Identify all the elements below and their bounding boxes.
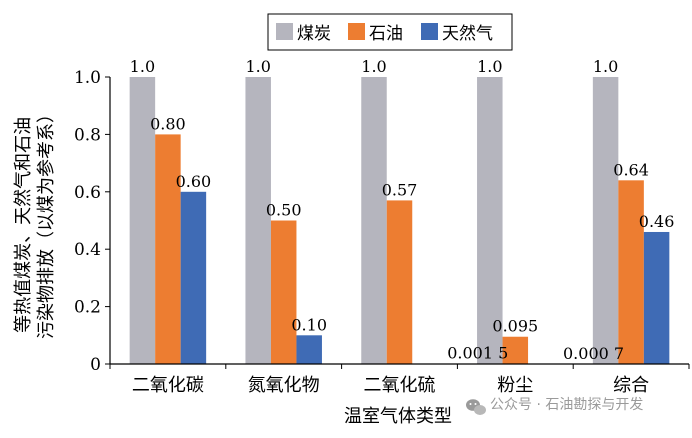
watermark-text: 公众号 · 石油勘探与开发 xyxy=(490,397,643,413)
data-labels: 1.0 0.80 0.60 1.0 0.50 0.10 1.0 0.57 0.001 5 1.0 0… xyxy=(130,57,675,363)
x-tick-label: 二氧化碳 xyxy=(132,375,204,396)
y-axis-title-line-2: 污染物排放（以煤为参考系） xyxy=(36,105,57,339)
data-label: 0.50 xyxy=(266,201,302,220)
data-label: 0.46 xyxy=(639,212,675,231)
x-tick-label: 综合 xyxy=(613,375,649,396)
data-label: 0.000 7 xyxy=(563,344,624,363)
y-axis-title-line-1: 等热值煤炭、天然气和石油 xyxy=(13,117,34,333)
bar xyxy=(155,134,181,364)
legend-frame xyxy=(267,13,513,51)
bar xyxy=(129,77,156,364)
bar xyxy=(361,77,387,364)
bars xyxy=(129,77,670,364)
x-tick-label: 氮氧化物 xyxy=(248,375,320,396)
y-axis-title: 等热值煤炭、天然气和石油 污染物排放（以煤为参考系） xyxy=(13,105,57,339)
bar xyxy=(502,336,529,364)
data-label: 1.0 xyxy=(477,57,502,76)
y-tick-label: 1.0 xyxy=(74,68,101,88)
legend-swatch xyxy=(348,23,365,40)
legend-label: 石油 xyxy=(369,24,403,44)
data-label: 0.64 xyxy=(613,160,649,179)
data-label: 0.80 xyxy=(150,114,186,133)
watermark: 公众号 · 石油勘探与开发 xyxy=(466,397,643,415)
bar xyxy=(296,335,322,364)
bar xyxy=(592,77,619,364)
data-label: 1.0 xyxy=(361,57,386,76)
legend: 煤炭 石油 天然气 xyxy=(267,13,513,51)
bar xyxy=(270,220,297,364)
y-tick-label: 0 xyxy=(90,355,101,375)
y-tick-label: 0.4 xyxy=(74,240,101,260)
data-label: 1.0 xyxy=(593,57,618,76)
data-label: 0.095 xyxy=(492,317,538,336)
data-label: 0.60 xyxy=(176,172,212,191)
y-tick-label: 0.8 xyxy=(74,125,101,145)
data-label: 0.10 xyxy=(291,315,327,334)
data-label: 1.0 xyxy=(245,57,270,76)
axes: 0 0.2 0.4 0.6 0.8 1.0 二氧化碳 氮氧化物 二氧化硫 粉尘 综合 xyxy=(74,68,690,396)
wechat-icon xyxy=(466,399,486,415)
x-tick-label: 粉尘 xyxy=(497,375,533,396)
bar xyxy=(643,231,670,364)
data-label: 1.0 xyxy=(130,57,155,76)
bar xyxy=(386,200,413,364)
bar xyxy=(618,180,644,364)
bar xyxy=(477,77,503,364)
legend-label: 天然气 xyxy=(442,24,493,44)
legend-swatch xyxy=(421,23,438,40)
bar xyxy=(245,77,271,364)
bar xyxy=(180,191,207,364)
legend-label: 煤炭 xyxy=(297,24,331,44)
y-tick-label: 0.2 xyxy=(74,298,101,318)
data-label: 0.001 5 xyxy=(447,344,508,363)
x-axis-title: 温室气体类型 xyxy=(344,406,452,427)
legend-swatch xyxy=(276,23,293,40)
y-tick-label: 0.6 xyxy=(74,183,101,203)
data-label: 0.57 xyxy=(382,180,418,199)
x-tick-label: 二氧化硫 xyxy=(364,375,436,396)
